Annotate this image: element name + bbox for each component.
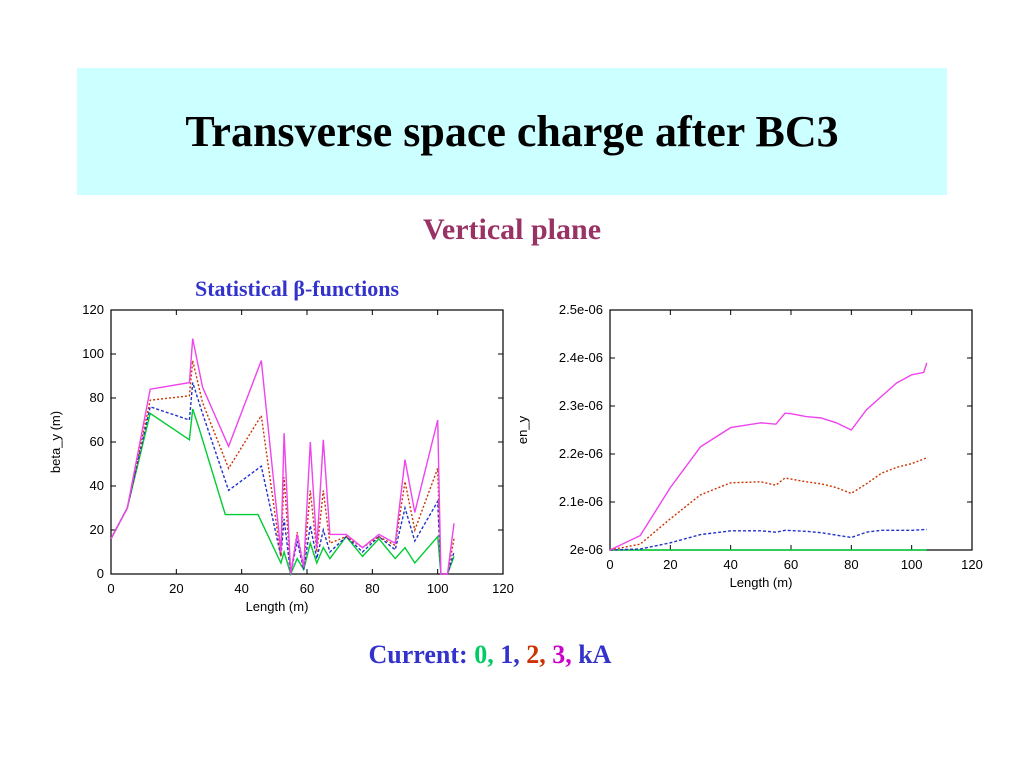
beta-x-tick-label: 120 bbox=[492, 581, 514, 596]
beta-series-line-2 bbox=[110, 360, 455, 575]
emit-x-axis-label: Length (m) bbox=[730, 575, 793, 590]
emit-x-tick-label: 100 bbox=[901, 557, 923, 572]
current-legend: Current: 0, 1, 2, 3, kA bbox=[0, 640, 980, 670]
beta-chart: 0 20 40 60 80 100 120 0 20 40 60 80 100 120 Length (m)… bbox=[48, 302, 514, 614]
legend-value-3: 3 bbox=[545, 640, 566, 669]
legend-items: 0, 1, 2, 3, bbox=[474, 640, 578, 669]
legend-value-2: 2 bbox=[519, 640, 540, 669]
emit-x-tick-label: 20 bbox=[663, 557, 677, 572]
beta-y-tick-label: 60 bbox=[90, 434, 104, 449]
beta-y-axis-label: beta_y (m) bbox=[48, 411, 63, 473]
emit-plot-frame bbox=[609, 309, 973, 551]
beta-y-tick-label: 80 bbox=[90, 390, 104, 405]
emit-y-tick-label: 2.1e-06 bbox=[559, 494, 603, 509]
legend-unit: kA bbox=[578, 640, 612, 669]
beta-y-tick-label: 100 bbox=[82, 346, 104, 361]
emit-y-tick-label: 2.5e-06 bbox=[559, 302, 603, 317]
legend-separator: , bbox=[539, 640, 546, 669]
emit-y-tick-label: 2.2e-06 bbox=[559, 446, 603, 461]
legend-prefix: Current: bbox=[368, 640, 468, 669]
slide-subtitle: Vertical plane bbox=[422, 213, 602, 246]
legend-value-0: 0 bbox=[474, 640, 488, 669]
beta-x-tick-label: 60 bbox=[300, 581, 314, 596]
emit-y-tick-label: 2.4e-06 bbox=[559, 350, 603, 365]
emit-y-tick-label: 2e-06 bbox=[570, 542, 603, 557]
emit-series-line-1 bbox=[609, 528, 927, 551]
legend-separator: , bbox=[513, 640, 520, 669]
beta-x-tick-label: 40 bbox=[234, 581, 248, 596]
beta-x-tick-label: 0 bbox=[107, 581, 114, 596]
emit-x-tick-label: 120 bbox=[961, 557, 983, 572]
beta-series-line-0 bbox=[110, 408, 455, 577]
beta-y-tick-label: 120 bbox=[82, 302, 104, 317]
emit-series-line-3 bbox=[609, 362, 928, 551]
emit-series-line-2 bbox=[609, 457, 928, 551]
beta-y-tick-label: 40 bbox=[90, 478, 104, 493]
emit-x-tick-label: 60 bbox=[784, 557, 798, 572]
beta-x-tick-label: 100 bbox=[427, 581, 449, 596]
emit-chart: 0 20 40 60 80 100 120 2e-06 2.1e-06 2.2e-06 2.3e-0… bbox=[515, 302, 983, 590]
beta-x-axis-label: Length (m) bbox=[246, 599, 309, 614]
legend-separator: , bbox=[565, 640, 572, 669]
chart-caption: Statistical β-functions bbox=[195, 276, 400, 301]
emit-y-tick-label: 2.3e-06 bbox=[559, 398, 603, 413]
beta-x-tick-label: 80 bbox=[365, 581, 379, 596]
slide-title: Transverse space charge after BC3 bbox=[185, 107, 839, 156]
emit-x-tick-label: 40 bbox=[723, 557, 737, 572]
beta-series-line-3 bbox=[110, 338, 455, 575]
beta-y-tick-label: 0 bbox=[97, 566, 104, 581]
beta-x-tick-label: 20 bbox=[169, 581, 183, 596]
legend-separator: , bbox=[487, 640, 494, 669]
title-banner: Transverse space charge after BC3 bbox=[77, 68, 947, 195]
beta-y-tick-label: 20 bbox=[90, 522, 104, 537]
emit-x-tick-label: 0 bbox=[606, 557, 613, 572]
emit-y-axis-label: en_y bbox=[515, 415, 530, 444]
emit-x-tick-label: 80 bbox=[844, 557, 858, 572]
legend-value-1: 1 bbox=[493, 640, 514, 669]
